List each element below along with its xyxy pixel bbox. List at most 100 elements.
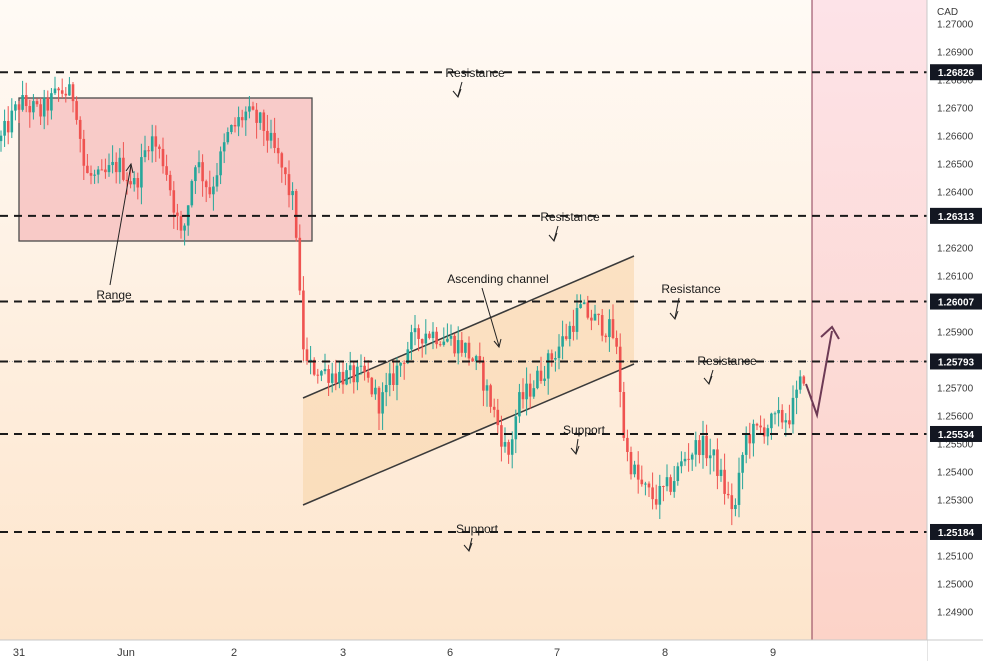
- candle-body: [687, 458, 690, 460]
- candle-body: [719, 469, 723, 476]
- candle-body: [158, 146, 161, 149]
- candle-body: [240, 117, 244, 121]
- candle-body: [521, 392, 525, 400]
- candle-body: [3, 120, 6, 136]
- candle-body: [780, 409, 784, 423]
- y-tick-label: 1.25700: [937, 384, 974, 395]
- candle-body: [10, 110, 14, 133]
- candle-body: [798, 376, 802, 390]
- candle-body: [269, 132, 273, 141]
- candle-body: [147, 150, 150, 152]
- level-price-label: 1.25184: [938, 528, 975, 539]
- candle-body: [741, 454, 744, 473]
- y-tick-label: 1.26500: [937, 160, 974, 171]
- candle-body: [68, 84, 71, 96]
- candle-body: [730, 495, 734, 510]
- candle-body: [417, 328, 420, 339]
- candle-body: [125, 179, 129, 182]
- resistance-annotation-2: Resistance: [540, 210, 600, 224]
- candle-body: [449, 335, 453, 339]
- candle-body: [402, 362, 406, 364]
- candle-body: [327, 369, 330, 383]
- candle-body: [536, 370, 539, 389]
- candle-body: [640, 479, 644, 485]
- y-tick-label: 1.27100: [937, 0, 974, 3]
- candle-body: [665, 477, 669, 487]
- candle-body: [172, 190, 176, 213]
- candle-body: [410, 332, 413, 350]
- candle-body: [453, 335, 456, 354]
- x-tick-label: 8: [662, 647, 668, 659]
- candle-body: [374, 387, 377, 395]
- candle-body: [201, 162, 204, 182]
- level-price-label: 1.26313: [938, 212, 975, 223]
- candle-body: [507, 442, 510, 455]
- candle-body: [460, 340, 464, 353]
- x-tick-label: 2: [231, 647, 237, 659]
- resistance-arrowhead-1: [452, 88, 462, 98]
- channel-arrow: [481, 287, 500, 347]
- candle-body: [14, 104, 17, 111]
- candle-body: [71, 84, 75, 102]
- candle-body: [395, 365, 399, 385]
- candle-body: [118, 157, 122, 173]
- y-level-labels: 1.26826 1.26313 1.26007 1.25793 1.25534 1.251…: [930, 64, 982, 540]
- candle-body: [770, 413, 773, 429]
- candle-body: [582, 302, 586, 305]
- candle-body: [28, 106, 32, 113]
- candle-body: [388, 373, 392, 386]
- candle-body: [518, 392, 521, 417]
- candle-body: [237, 117, 240, 127]
- resistance-annotation-4: Resistance: [697, 354, 757, 368]
- candle-body: [737, 472, 741, 505]
- candle-body: [352, 365, 356, 383]
- candle-body: [222, 142, 226, 152]
- candle-body: [701, 435, 705, 456]
- candle-body: [802, 376, 806, 384]
- candle-body: [572, 325, 575, 332]
- candle-body: [525, 383, 528, 400]
- x-tick-label: 7: [554, 647, 560, 659]
- candle-body: [597, 313, 600, 316]
- y-tick-label: 1.25600: [937, 412, 974, 423]
- candle-body: [489, 385, 492, 407]
- candle-body: [690, 454, 694, 460]
- range-arrowhead: [125, 162, 134, 174]
- level-price-tag: [930, 523, 982, 540]
- candle-body: [111, 161, 114, 166]
- candle-body: [132, 178, 136, 185]
- x-tick-label: 6: [447, 647, 453, 659]
- candle-body: [219, 151, 222, 176]
- ascending-channel: [303, 256, 634, 505]
- candle-body: [510, 439, 514, 455]
- candle-body: [726, 493, 730, 496]
- candle-body: [93, 174, 96, 176]
- candle-body: [658, 485, 662, 505]
- candle-body: [320, 371, 323, 376]
- candle-body: [554, 358, 557, 360]
- candle-body: [550, 353, 554, 360]
- candle-body: [255, 109, 258, 123]
- y-tick-label: 1.25400: [937, 468, 974, 479]
- candle-body: [568, 325, 572, 339]
- y-tick-label: 1.25900: [937, 328, 974, 339]
- candle-body: [294, 191, 298, 238]
- plot-background: [0, 0, 927, 640]
- candle-body: [791, 397, 795, 425]
- candle-body: [752, 423, 755, 444]
- candle-body: [716, 449, 719, 476]
- candle-body: [590, 317, 593, 321]
- candle-body: [284, 167, 287, 175]
- candle-body: [78, 119, 82, 139]
- candle-body: [312, 359, 316, 375]
- candle-body: [194, 167, 197, 182]
- candle-body: [266, 130, 269, 141]
- y-tick-label: 1.26600: [937, 132, 974, 143]
- candle-body: [359, 365, 363, 367]
- x-ticks: 31 Jun 2 3 6 7 8 9: [13, 647, 776, 659]
- candle-body: [496, 409, 500, 426]
- candle-body: [377, 387, 381, 414]
- candle-body: [413, 328, 417, 333]
